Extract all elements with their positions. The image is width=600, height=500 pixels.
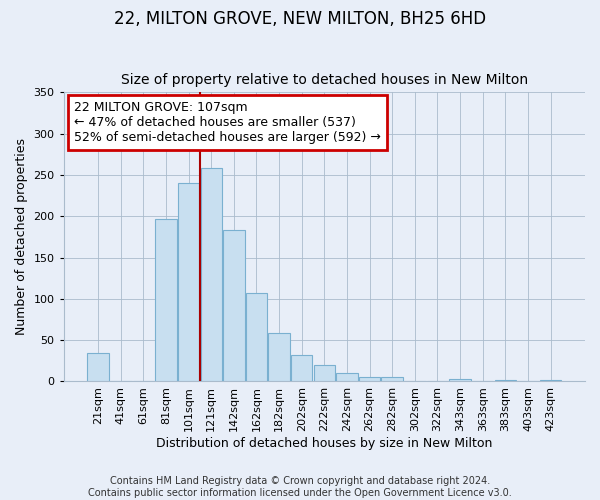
Bar — [449, 379, 471, 382]
Bar — [540, 380, 562, 382]
X-axis label: Distribution of detached houses by size in New Milton: Distribution of detached houses by size … — [156, 437, 493, 450]
Bar — [268, 332, 290, 382]
Bar — [494, 380, 516, 382]
Bar — [178, 183, 199, 382]
Bar — [88, 352, 109, 382]
Text: 22 MILTON GROVE: 107sqm
← 47% of detached houses are smaller (537)
52% of semi-d: 22 MILTON GROVE: 107sqm ← 47% of detache… — [74, 101, 381, 144]
Title: Size of property relative to detached houses in New Milton: Size of property relative to detached ho… — [121, 73, 528, 87]
Text: 22, MILTON GROVE, NEW MILTON, BH25 6HD: 22, MILTON GROVE, NEW MILTON, BH25 6HD — [114, 10, 486, 28]
Bar — [223, 230, 245, 382]
Bar — [155, 218, 177, 382]
Bar — [291, 355, 313, 382]
Bar — [336, 373, 358, 382]
Bar — [200, 168, 222, 382]
Bar — [359, 378, 380, 382]
Bar — [382, 376, 403, 382]
Text: Contains HM Land Registry data © Crown copyright and database right 2024.
Contai: Contains HM Land Registry data © Crown c… — [88, 476, 512, 498]
Bar — [246, 293, 267, 382]
Y-axis label: Number of detached properties: Number of detached properties — [15, 138, 28, 336]
Bar — [314, 365, 335, 382]
